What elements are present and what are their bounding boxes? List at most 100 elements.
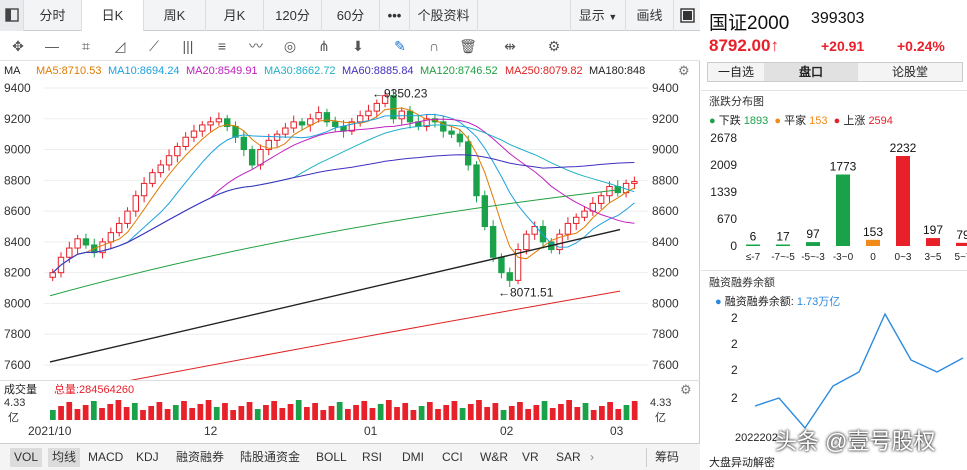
volume-bar bbox=[558, 404, 564, 420]
candle bbox=[199, 124, 206, 132]
trash-icon[interactable]: 🗑 bbox=[459, 38, 477, 54]
distribution-bar-label: 153 bbox=[863, 225, 883, 239]
indicator-wr[interactable]: W&R bbox=[480, 450, 508, 464]
chevron-down-icon: ▼ bbox=[608, 12, 618, 22]
add-watchlist-button[interactable]: 一自选 bbox=[708, 63, 764, 81]
grid-bars-icon[interactable]: ||| bbox=[182, 38, 194, 54]
distribution-category: -5~-3 bbox=[801, 252, 825, 263]
last-price-value: 8792.00 bbox=[709, 36, 771, 55]
tab-fenshi[interactable]: 分时 bbox=[24, 0, 82, 31]
ma120-line bbox=[49, 189, 621, 297]
margin-y-tick: 2 bbox=[731, 363, 738, 377]
pencil-link-icon[interactable]: ⟋ bbox=[149, 38, 159, 54]
distribution-category: 0 bbox=[870, 252, 876, 263]
indicator-dmi[interactable]: DMI bbox=[402, 450, 424, 464]
draw-line-button[interactable]: 画线 bbox=[626, 0, 674, 31]
volume-bar bbox=[312, 403, 318, 420]
indicator-more-icon[interactable]: › bbox=[590, 450, 594, 464]
indicator-margin[interactable]: 融资融券 bbox=[176, 450, 225, 464]
tab-120min[interactable]: 120分 bbox=[264, 0, 322, 31]
price-tick-right: 9000 bbox=[652, 143, 679, 157]
chips-button[interactable]: 筹码 bbox=[646, 448, 683, 467]
price-change: +20.91 bbox=[821, 38, 865, 54]
candle bbox=[82, 238, 90, 246]
indicator-kdj[interactable]: KDJ bbox=[136, 450, 159, 464]
magnet-icon[interactable]: ∩ bbox=[428, 38, 440, 54]
candle bbox=[440, 121, 447, 132]
candle bbox=[365, 110, 372, 117]
volume-bar bbox=[107, 404, 114, 420]
tab-pankou[interactable]: 盘口 bbox=[764, 63, 858, 81]
line-icon[interactable]: — bbox=[45, 38, 59, 54]
cycle-icon[interactable]: ◎ bbox=[283, 38, 297, 54]
distribution-bar-label: 1773 bbox=[830, 159, 857, 173]
distribution-legend: ● 下跌 1893 ● 平家 153 ● 上涨 2594 bbox=[709, 112, 893, 128]
volume-bar bbox=[607, 402, 613, 420]
margin-legend: ● 融资融券余额: 1.73万亿 bbox=[715, 293, 840, 309]
wave-icon[interactable]: 〰 bbox=[249, 38, 263, 54]
volume-bar bbox=[582, 403, 589, 420]
indicator-ma[interactable]: 均线 bbox=[48, 448, 81, 467]
candle bbox=[190, 130, 198, 138]
candle bbox=[473, 164, 480, 197]
parallel-icon[interactable]: ≡ bbox=[217, 38, 227, 54]
volume-axis-unit-right: 亿 bbox=[655, 412, 666, 424]
ma10-value: MA10:8694.24 bbox=[108, 65, 180, 77]
candlestick-chart[interactable]: 9400 9400 9200 9200 9000 9000 8800 8800 8600 8600… bbox=[0, 80, 700, 380]
arrow-down-icon[interactable]: ⬇ bbox=[352, 38, 364, 54]
indicator-vr[interactable]: VR bbox=[522, 450, 539, 464]
volume-bar bbox=[418, 406, 425, 420]
more-periods-button[interactable]: ••• bbox=[380, 0, 410, 31]
tab-forum[interactable]: 论股堂 bbox=[858, 63, 962, 81]
indicator-rsi[interactable]: RSI bbox=[362, 450, 383, 464]
indicator-boll[interactable]: BOLL bbox=[316, 450, 347, 464]
panel-layout-button[interactable] bbox=[674, 0, 700, 31]
volume-bar bbox=[394, 407, 400, 420]
volume-bar bbox=[58, 406, 64, 420]
sidebar-toggle-button[interactable] bbox=[0, 0, 24, 31]
indicator-hk-connect[interactable]: 陆股通资金 bbox=[240, 450, 301, 464]
indicator-sar[interactable]: SAR bbox=[556, 450, 581, 464]
tab-week-k[interactable]: 周K bbox=[144, 0, 206, 31]
ma-settings-icon[interactable]: ⚙ bbox=[678, 62, 690, 80]
crop-icon[interactable]: ⌗ bbox=[82, 38, 90, 54]
volume-settings-icon[interactable]: ⚙ bbox=[680, 382, 692, 397]
candle bbox=[265, 139, 272, 151]
distribution-chart[interactable]: 26782009133967006≤-717-7~-597-5~-31773-3… bbox=[701, 128, 967, 266]
indicator-macd[interactable]: MACD bbox=[88, 450, 124, 464]
candle bbox=[498, 256, 505, 274]
gear-icon[interactable]: ⚙ bbox=[547, 38, 561, 54]
candle bbox=[531, 226, 538, 235]
fork-icon[interactable]: ⋔ bbox=[318, 38, 330, 54]
volume-bar bbox=[492, 403, 499, 420]
compress-icon[interactable]: ⇹ bbox=[504, 38, 516, 54]
crosshair-icon[interactable]: ✥ bbox=[12, 38, 24, 54]
candle bbox=[481, 195, 489, 227]
legend-dot-flat: ● bbox=[774, 115, 782, 127]
display-label: 显示 bbox=[578, 8, 605, 23]
tab-day-k[interactable]: 日K bbox=[82, 0, 144, 31]
volume-bar bbox=[549, 408, 556, 420]
panel-layout-icon bbox=[679, 8, 695, 23]
volume-bar bbox=[459, 408, 466, 420]
tab-month-k[interactable]: 月K bbox=[206, 0, 264, 31]
candle bbox=[564, 222, 572, 235]
display-dropdown[interactable]: 显示 ▼ bbox=[570, 0, 626, 31]
candle bbox=[149, 172, 156, 184]
candle bbox=[340, 125, 347, 132]
distribution-bar bbox=[866, 239, 880, 246]
margin-legend-label: 融资融券余额: bbox=[724, 296, 794, 308]
tab-60min[interactable]: 60分 bbox=[322, 0, 380, 31]
volume-bar bbox=[574, 407, 581, 420]
fan-icon[interactable]: ◿ bbox=[114, 38, 126, 54]
margin-chart[interactable]: 2 2 2 2 bbox=[701, 306, 967, 442]
volume-chart[interactable] bbox=[0, 398, 700, 422]
ma250-value: MA250:8079.82 bbox=[505, 65, 583, 77]
date-tick: 02 bbox=[500, 424, 514, 438]
candle bbox=[514, 249, 522, 281]
indicator-vol[interactable]: VOL bbox=[10, 448, 43, 467]
candle bbox=[581, 210, 588, 218]
eraser-icon[interactable]: ✎ bbox=[394, 38, 406, 54]
tab-stock-profile[interactable]: 个股资料 bbox=[410, 0, 478, 31]
indicator-cci[interactable]: CCI bbox=[442, 450, 463, 464]
